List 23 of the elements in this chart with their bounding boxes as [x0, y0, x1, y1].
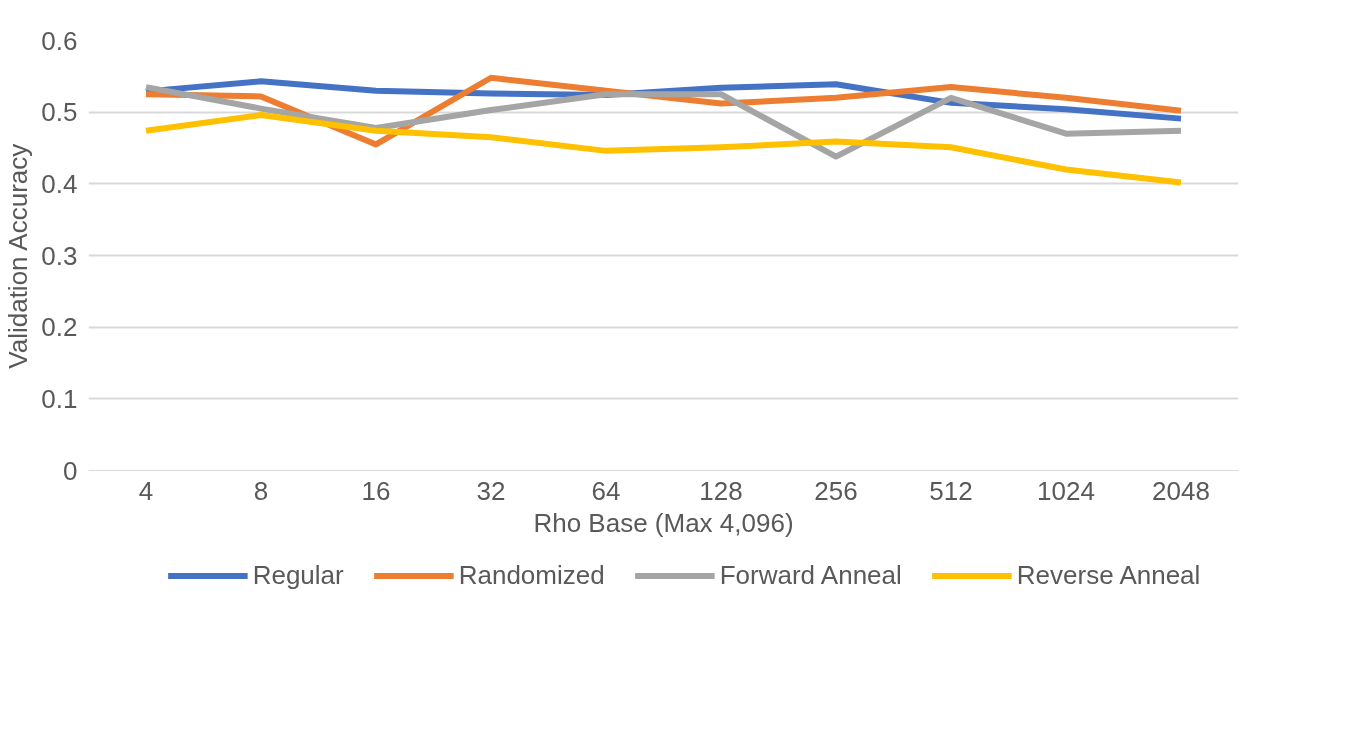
legend-label: Regular [252, 559, 344, 591]
x-tick-label: 128 [699, 475, 743, 506]
x-tick-label: 256 [814, 475, 858, 506]
x-tick-label: 4 [138, 475, 154, 506]
legend-label: Randomized [458, 559, 605, 591]
y-tick-label: 0.4 [41, 168, 78, 199]
x-axis-title: Rho Base (Max 4,096) [533, 507, 794, 538]
x-tick-label: 64 [591, 475, 621, 506]
legend-label: Reverse Anneal [1016, 559, 1201, 591]
y-axis-title: Validation Accuracy [3, 143, 34, 369]
x-tick-label: 8 [253, 475, 269, 506]
x-tick-label: 32 [476, 475, 506, 506]
x-tick-label: 2048 [1152, 475, 1210, 506]
legend-label: Forward Anneal [719, 559, 902, 591]
y-tick-label: 0.6 [41, 25, 78, 56]
y-tick-label: 0.3 [41, 240, 78, 271]
x-tick-label: 512 [929, 475, 973, 506]
x-tick-label: 16 [361, 475, 391, 506]
y-tick-label: 0 [63, 455, 78, 486]
x-tick-label: 1024 [1037, 475, 1095, 506]
y-tick-label: 0.1 [41, 383, 78, 414]
y-tick-label: 0.5 [41, 97, 78, 128]
y-tick-label: 0.2 [41, 312, 78, 343]
